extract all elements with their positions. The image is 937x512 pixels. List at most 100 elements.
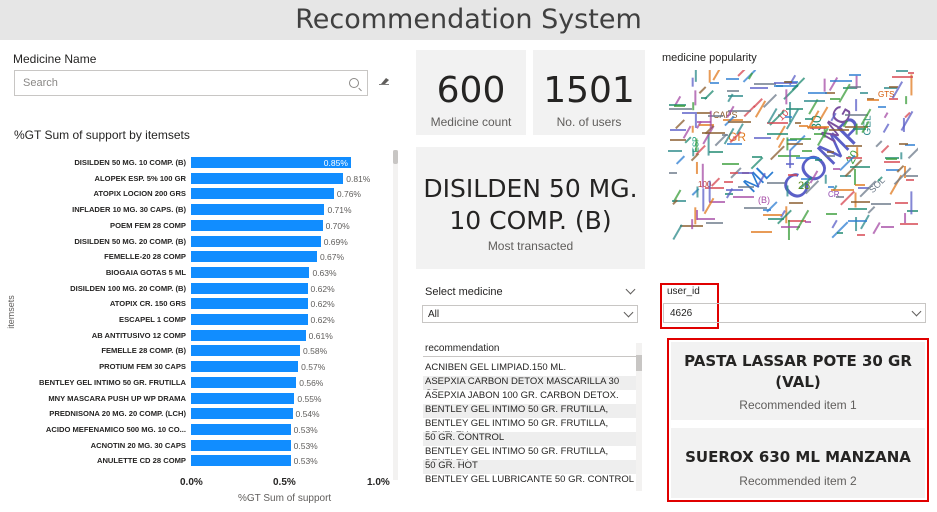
bar[interactable] (191, 314, 308, 325)
eraser-icon[interactable] (378, 77, 390, 85)
word-cloud-filler (851, 201, 870, 204)
word-cloud-filler (787, 219, 790, 240)
bar[interactable] (191, 188, 334, 200)
bar[interactable] (191, 204, 325, 216)
search-icon[interactable] (349, 78, 359, 88)
word-cloud-filler (905, 96, 908, 105)
word-cloud-filler (703, 90, 714, 101)
chevron-down-icon[interactable] (625, 284, 636, 295)
most-transacted-line1: DISILDEN 50 MG. (423, 174, 638, 203)
word-cloud-filler (788, 174, 797, 177)
user-id-dropdown[interactable]: 4626 (663, 303, 926, 323)
bar-category-label: BENTLEY GEL INTIMO 50 GR. FRUTILLA (39, 377, 186, 387)
word-cloud-word: CAPS (713, 110, 738, 120)
bar[interactable] (191, 392, 295, 404)
word-cloud-filler (769, 145, 785, 161)
word-cloud-filler (786, 185, 789, 197)
word-cloud-filler (905, 178, 915, 181)
word-cloud-filler (698, 86, 707, 95)
word-cloud-filler (837, 231, 844, 234)
bar[interactable] (191, 423, 291, 435)
word-cloud-filler (856, 233, 866, 236)
bar[interactable] (191, 376, 297, 388)
word-cloud-filler (840, 190, 856, 206)
word-cloud-filler (905, 174, 918, 177)
bar[interactable] (191, 439, 291, 451)
bar[interactable] (191, 235, 321, 247)
recommendation-row[interactable]: BENTLEY GEL LUBRICANTE 50 GR. CONTROL (423, 474, 638, 488)
bar[interactable] (191, 282, 308, 294)
word-cloud-filler (773, 84, 798, 87)
word-cloud-filler (672, 224, 683, 240)
word-cloud-filler (884, 87, 898, 90)
recommendation-row[interactable]: 50 GR. CONTROL (423, 432, 638, 446)
chart-scroll-thumb[interactable] (393, 150, 398, 164)
word-cloud-filler (722, 163, 740, 166)
bar[interactable] (191, 455, 291, 467)
word-cloud-filler (751, 231, 772, 234)
recommendation-scrollbar[interactable] (636, 343, 642, 491)
word-cloud-filler (780, 225, 800, 228)
recommendation-row[interactable]: ASEPXIA CARBON DETOX MASCARILLA 30 GR. (423, 376, 638, 399)
medicine-search-input[interactable]: Search (14, 70, 368, 96)
x-axis-title: %GT Sum of support (238, 493, 332, 504)
word-cloud-filler (854, 192, 857, 208)
bar-category-label: POEM FEM 28 COMP (110, 220, 186, 230)
word-cloud-filler (712, 70, 725, 82)
recommendation-row[interactable]: BENTLEY GEL INTIMO 50 GR. FRUTILLA, BENT… (423, 418, 638, 441)
popularity-title: medicine popularity (662, 52, 757, 64)
bar[interactable] (191, 408, 293, 420)
word-cloud-filler (885, 168, 899, 171)
word-cloud-filler (860, 214, 870, 230)
recommendation-row[interactable]: ACNIBEN GEL LIMPIAD.150 ML. (423, 362, 638, 376)
bar[interactable] (191, 251, 317, 263)
bar-value-label: 0.62% (310, 283, 335, 294)
bar[interactable] (191, 329, 306, 341)
slicer-label: Medicine Name (13, 52, 97, 66)
word-cloud-filler (701, 164, 704, 188)
bar[interactable] (191, 361, 299, 373)
word-cloud-filler (767, 133, 788, 136)
bar-category-label: PREDNISONA 20 MG. 20 COMP. (LCH) (49, 409, 186, 419)
word-cloud-filler (694, 70, 697, 83)
bar[interactable] (191, 219, 323, 231)
word-cloud-filler (906, 209, 918, 212)
recommendation-row[interactable]: ASEPXIA JABON 100 GR. CARBON DETOX. (423, 390, 638, 404)
word-cloud-filler (701, 132, 725, 135)
bar-category-label: PROTIUM FEM 30 CAPS (99, 362, 186, 372)
bar[interactable] (191, 345, 301, 357)
word-cloud-filler (829, 128, 849, 131)
word-cloud-filler (807, 126, 829, 129)
recommended-item-1: PASTA LASSAR POTE 30 GR (VAL) Recommende… (671, 342, 925, 420)
word-cloud-filler (808, 91, 828, 94)
word-cloud-filler (708, 115, 723, 118)
word-cloud-filler (709, 111, 712, 129)
word-cloud-filler (696, 218, 715, 221)
chart-scrollbar[interactable] (393, 150, 398, 480)
recommended-item-2-label: Recommended item 2 (739, 474, 857, 488)
kpi-medicine-count-label: Medicine count (430, 115, 512, 129)
kpi-users-label: No. of users (556, 115, 622, 129)
bar-value-label: 0.55% (297, 393, 322, 404)
recommendation-row[interactable]: BENTLEY GEL INTIMO 50 GR. FRUTILLA, (423, 404, 638, 418)
word-cloud-filler (754, 82, 777, 85)
recommendation-scroll-thumb[interactable] (636, 355, 642, 371)
recommended-item-1-line1: PASTA LASSAR POTE 30 GR (684, 352, 912, 370)
bar[interactable] (191, 157, 351, 168)
bar[interactable] (191, 266, 310, 278)
bar-category-label: ANULETTE CD 28 COMP (96, 456, 186, 466)
recommended-item-2-line1: SUEROX 630 ML MANZANA (685, 448, 911, 466)
word-cloud-filler (895, 202, 909, 205)
recommendation-row[interactable]: 50 GR. HOT (423, 460, 638, 474)
select-medicine-dropdown[interactable]: All (422, 305, 638, 323)
recommended-item-1-line2: (VAL) (775, 373, 821, 391)
recommendation-row[interactable]: BENTLEY GEL INTIMO 50 GR. FRUTILLA, BENT… (423, 446, 638, 469)
bar[interactable] (191, 172, 344, 184)
bar[interactable] (191, 298, 308, 310)
most-transacted-line2: 10 COMP. (B) (449, 206, 612, 235)
word-cloud-filler (790, 138, 811, 141)
bar-value-label: 0.85% (323, 158, 348, 168)
search-placeholder: Search (23, 77, 58, 89)
word-cloud-filler (726, 143, 742, 146)
word-cloud-filler (907, 72, 915, 75)
